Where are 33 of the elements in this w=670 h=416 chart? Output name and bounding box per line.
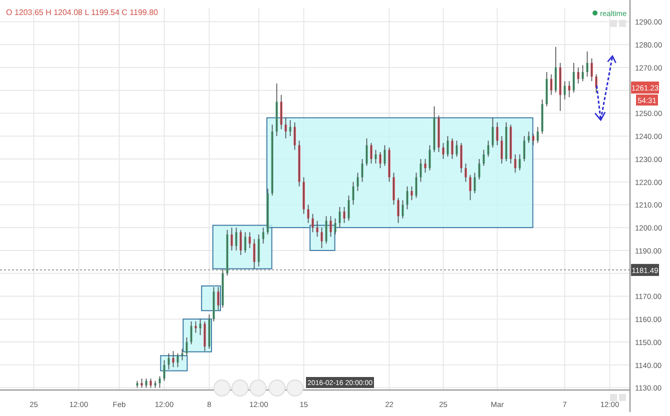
candlestick [420,158,422,182]
candlestick [582,64,584,82]
candlestick [325,216,328,244]
candlestick [370,142,372,164]
candlestick [451,138,454,160]
candlestick [248,232,251,249]
candlestick [140,378,143,388]
candlestick [176,353,179,368]
candlestick [366,138,368,166]
candlestick [298,140,300,187]
candlestick [168,353,170,370]
candlestick [478,158,480,180]
candlestick [577,67,580,84]
candlestick [217,286,220,310]
candlestick [244,232,246,254]
candlestick [500,136,503,164]
candlestick [240,229,242,256]
candlestick [456,140,458,158]
candlestick [446,136,449,158]
candlestick [523,136,526,162]
candlestick [262,227,264,244]
candlestick [348,195,350,222]
annotation: O 1203.65 H 1204.08 L 1199.54 C 1199.80 [6,8,159,17]
candlestick [487,140,490,158]
candlestick [361,158,364,182]
candlestick [442,142,444,160]
candlestick [284,117,287,139]
candlestick [235,227,238,251]
candlestick [343,206,346,224]
candlestick [320,227,323,249]
candlestick [572,62,575,94]
candlestick [253,238,256,270]
candlestick [464,163,467,182]
